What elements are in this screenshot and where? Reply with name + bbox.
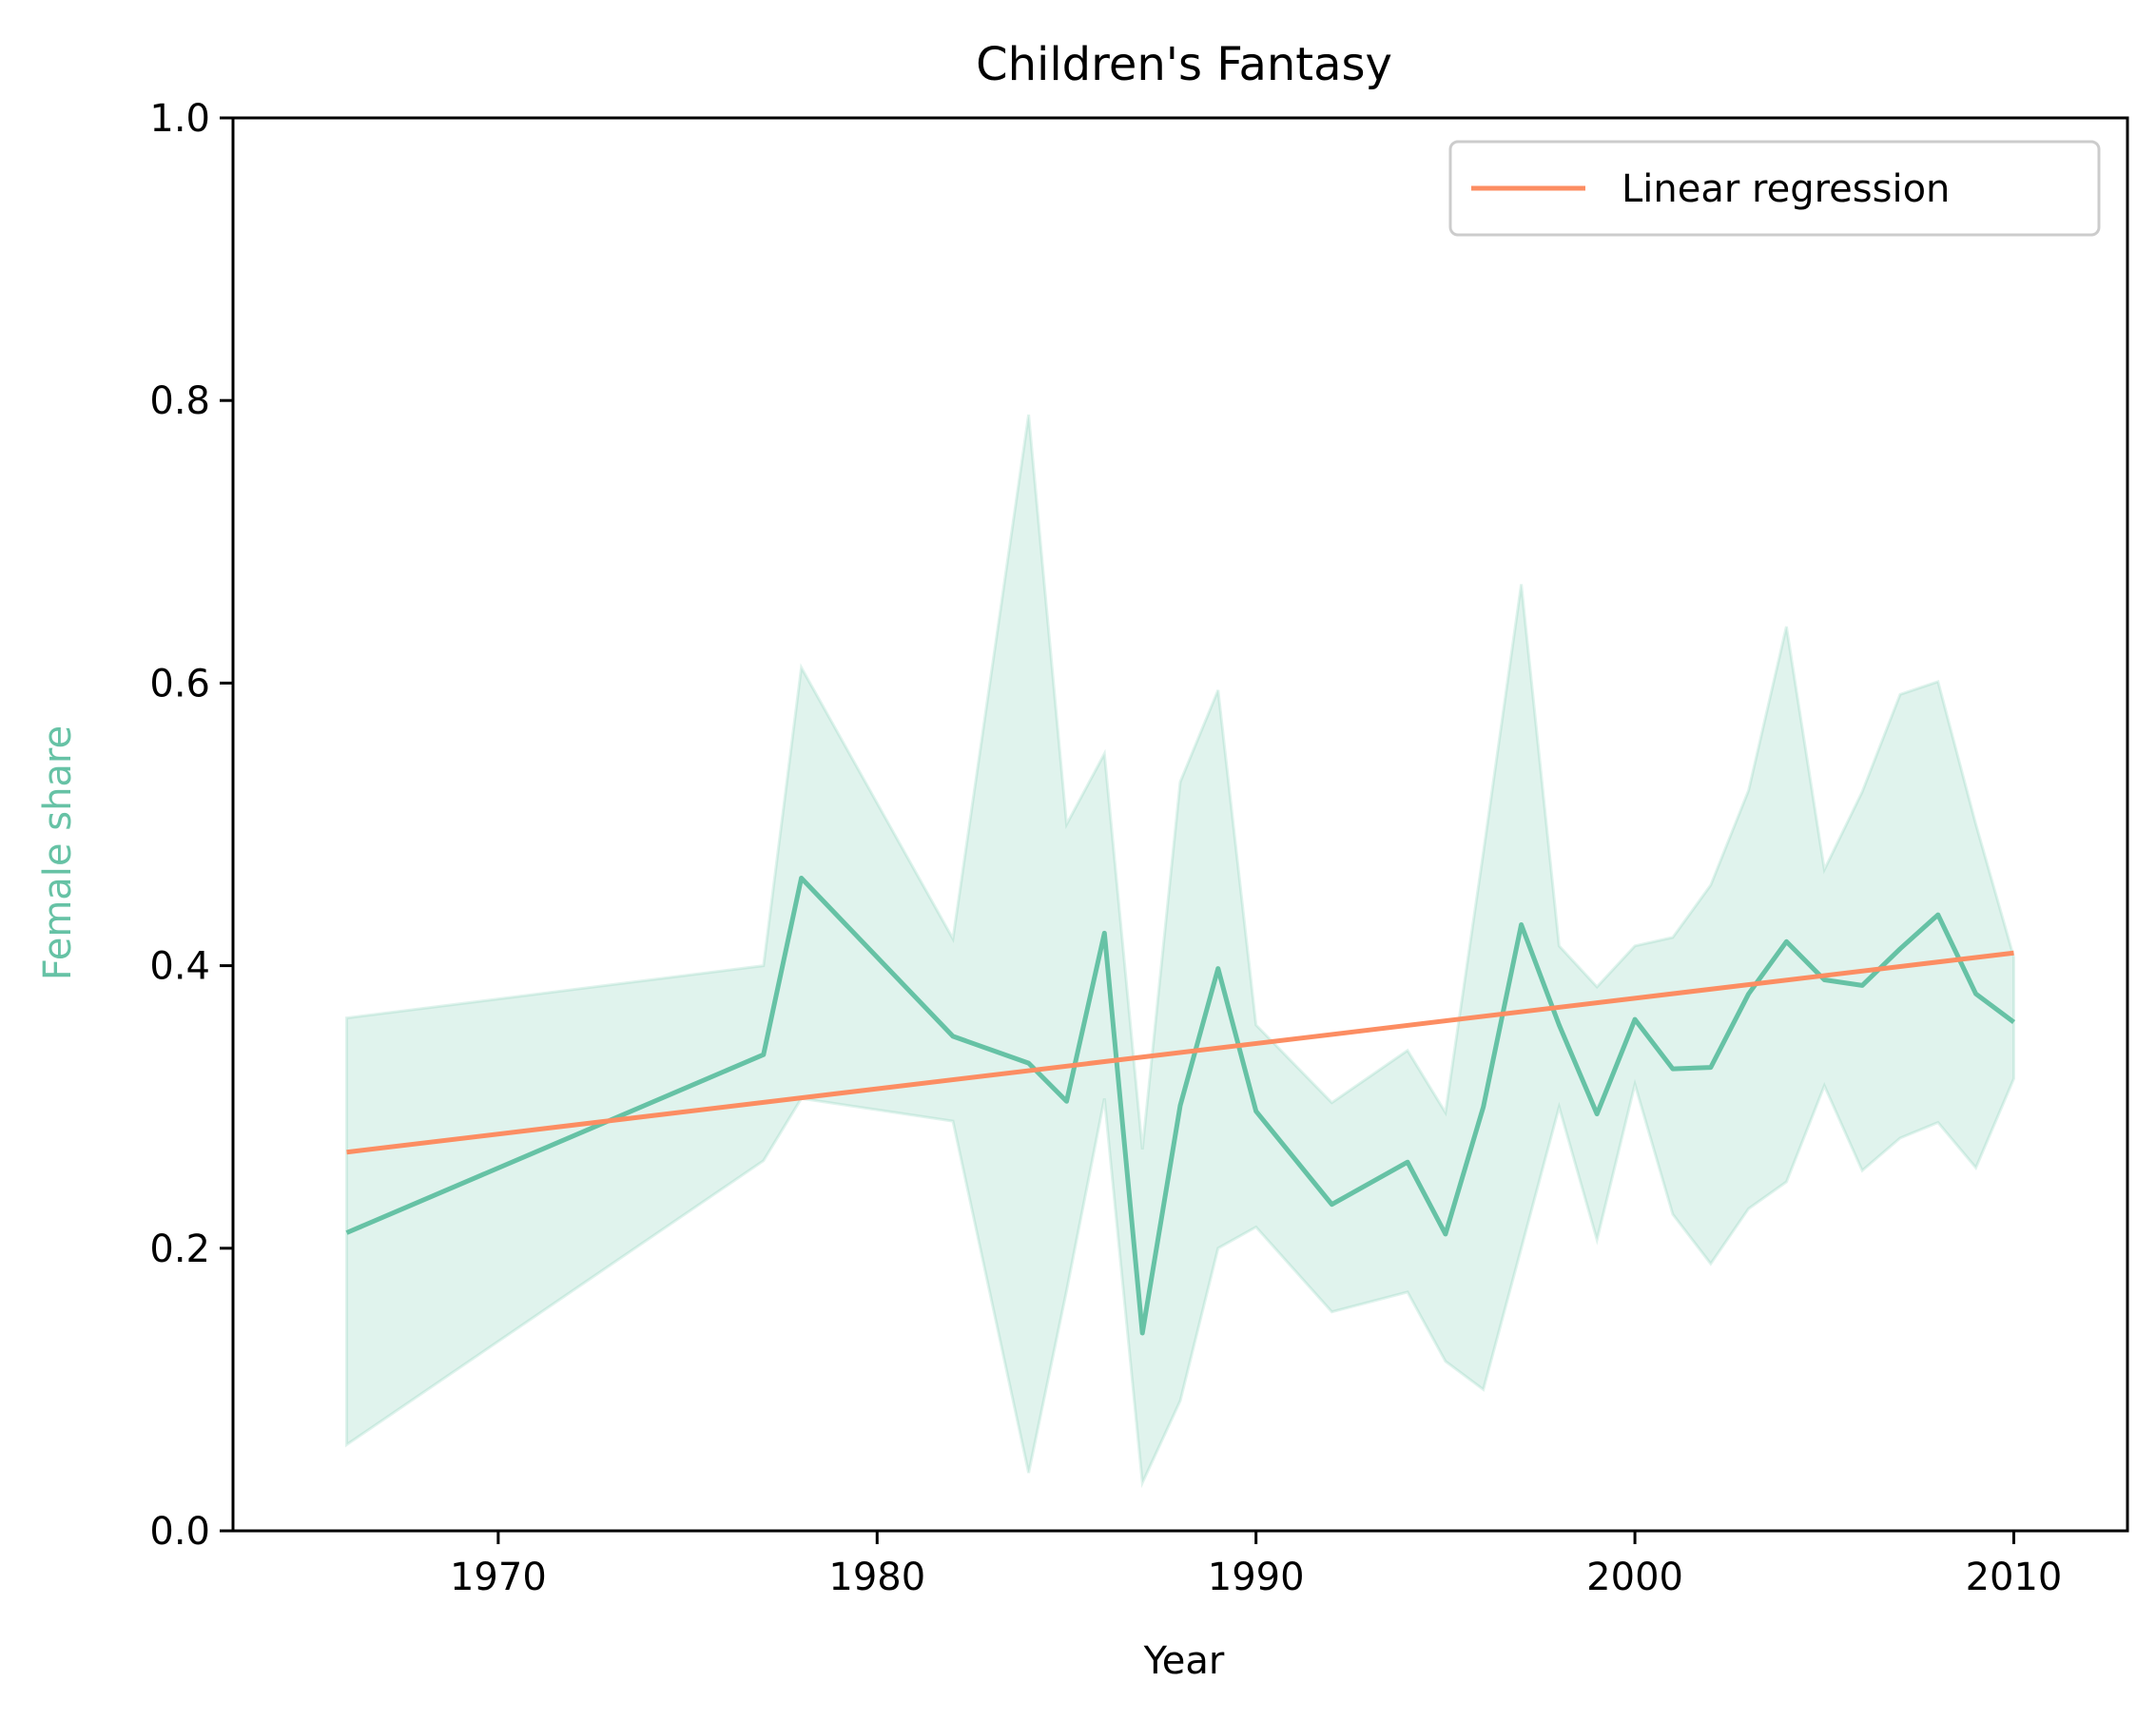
x-tick-label: 2010	[1966, 1556, 2063, 1599]
axes-frame	[231, 116, 2129, 1533]
y-tick-label: 0.8	[149, 379, 210, 423]
linear-regression-line	[346, 950, 2014, 1155]
x-tick-label: 2000	[1586, 1556, 1683, 1599]
y-tick-label: 1.0	[149, 97, 210, 141]
y-axis-ticks: 0.0 0.2 0.4 0.6 0.8 1.0	[149, 97, 233, 1554]
plot-area	[345, 414, 2015, 1489]
female-share-line	[345, 876, 2015, 1336]
chart-title: Children's Fantasy	[976, 38, 1392, 91]
x-tick-label: 1970	[450, 1556, 547, 1599]
legend-box	[1448, 140, 2101, 237]
x-tick-label: 1980	[828, 1556, 925, 1599]
x-axis-ticks: 1970 1980 1990 2000 2010	[450, 1531, 2062, 1599]
legend-label-linear-regression: Linear regression	[1622, 167, 1950, 211]
y-tick-label: 0.2	[149, 1228, 210, 1271]
x-axis-label: Year	[1143, 1639, 1225, 1683]
y-axis-label: Female share	[36, 725, 80, 980]
y-tick-label: 0.0	[149, 1510, 210, 1554]
x-tick-label: 1990	[1208, 1556, 1305, 1599]
confidence-band	[345, 414, 2015, 1489]
y-tick-label: 0.6	[149, 662, 210, 706]
legend: Linear regression	[1448, 140, 2101, 237]
y-tick-label: 0.4	[149, 945, 210, 989]
